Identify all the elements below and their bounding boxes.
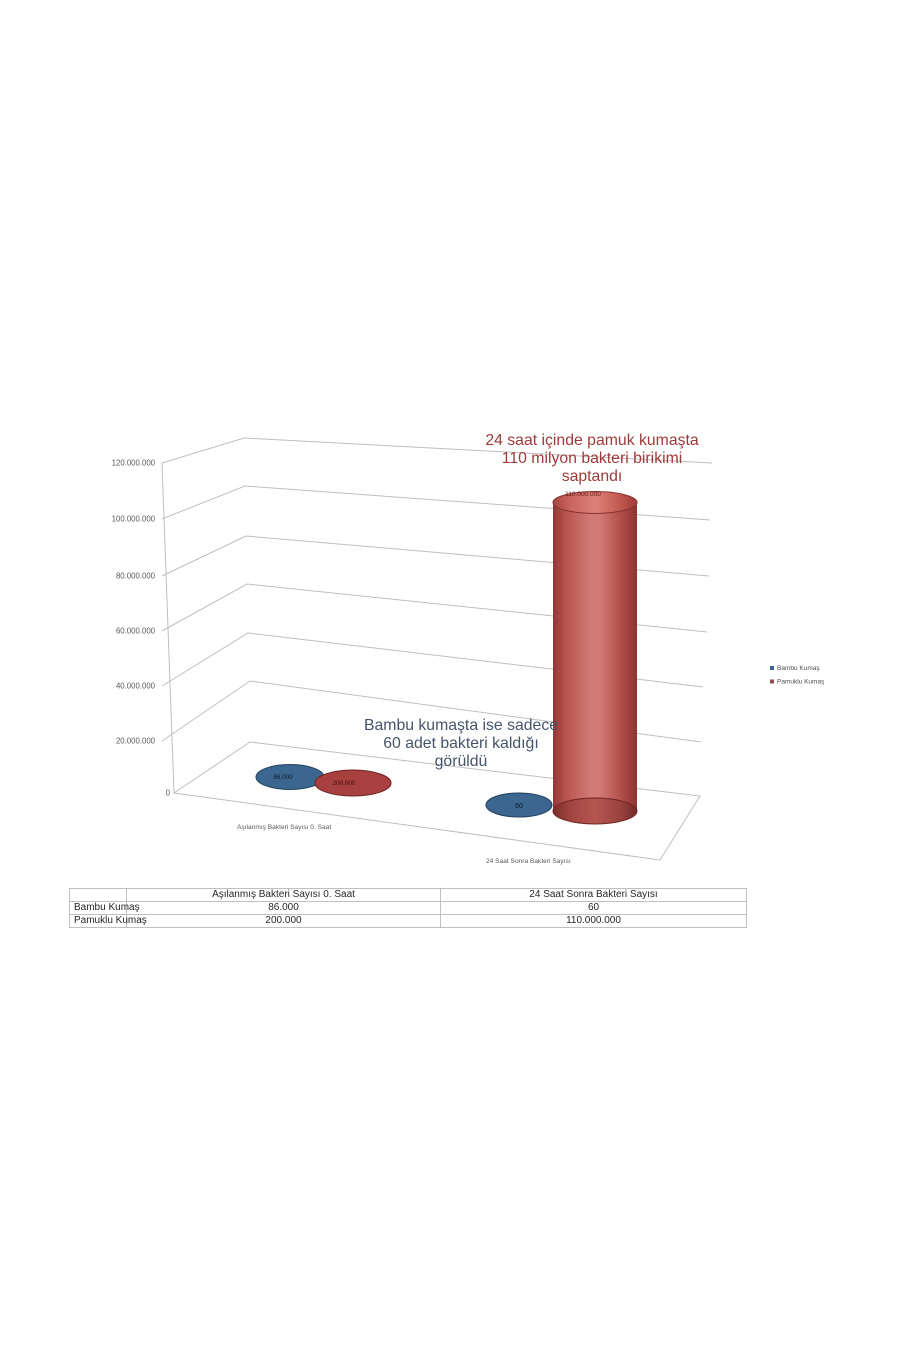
svg-text:0: 0 — [166, 789, 171, 798]
svg-text:20.000.000: 20.000.000 — [116, 737, 156, 746]
svg-text:60.000.000: 60.000.000 — [116, 627, 156, 636]
svg-text:Pamuklu Kumaş: Pamuklu Kumaş — [777, 679, 825, 686]
svg-text:80.000.000: 80.000.000 — [116, 572, 156, 581]
svg-text:60 adet bakteri kaldığı: 60 adet bakteri kaldığı — [383, 735, 538, 752]
svg-text:86.000: 86.000 — [273, 774, 293, 781]
svg-text:Bambu kumaşta ise sadece: Bambu kumaşta ise sadece — [364, 717, 558, 734]
svg-text:saptandı: saptandı — [562, 468, 623, 485]
svg-text:24 saat içinde pamuk kumaşta: 24 saat içinde pamuk kumaşta — [485, 432, 699, 449]
svg-text:40.000.000: 40.000.000 — [116, 682, 156, 691]
svg-text:100.000.000: 100.000.000 — [112, 515, 156, 524]
svg-text:200.000: 200.000 — [333, 780, 356, 787]
svg-text:120.000.000: 120.000.000 — [112, 459, 156, 468]
svg-text:Bambu Kumaş: Bambu Kumaş — [777, 665, 820, 672]
svg-text:110.000.000: 110.000.000 — [565, 491, 601, 498]
svg-text:24 Saat Sonra Bakteri Sayısı: 24 Saat Sonra Bakteri Sayısı — [486, 858, 571, 865]
svg-text:görüldü: görüldü — [435, 753, 488, 770]
svg-text:Aşılanmış Bakteri Sayısı 0. Sa: Aşılanmış Bakteri Sayısı 0. Saat — [237, 824, 331, 831]
svg-text:60: 60 — [515, 803, 523, 810]
svg-text:110 milyon bakteri birikimi: 110 milyon bakteri birikimi — [502, 450, 683, 467]
